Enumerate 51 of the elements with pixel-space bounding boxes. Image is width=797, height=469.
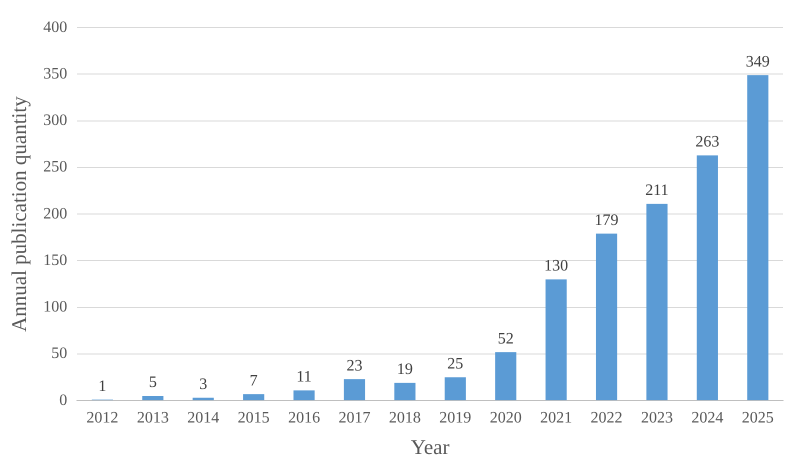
x-tick-label: 2023 xyxy=(640,409,673,426)
bar xyxy=(546,279,567,400)
x-tick-label: 2020 xyxy=(490,409,522,426)
x-tick-label: 2016 xyxy=(288,409,320,426)
data-label: 263 xyxy=(695,134,720,151)
x-tick-label: 2021 xyxy=(540,409,572,426)
x-tick-label: 2013 xyxy=(136,409,169,426)
data-label: 19 xyxy=(396,361,413,378)
data-label: 3 xyxy=(199,376,208,394)
data-label: 179 xyxy=(594,212,619,229)
y-tick-label: 300 xyxy=(43,112,68,130)
x-tick-label: 2017 xyxy=(338,409,370,426)
x-axis-title: Year xyxy=(410,434,450,459)
bar xyxy=(596,234,618,400)
x-tick-label: 2025 xyxy=(742,409,774,426)
data-label: 349 xyxy=(746,53,770,70)
data-label: 52 xyxy=(498,330,514,348)
y-tick-label: 200 xyxy=(43,205,68,222)
y-tick-label: 250 xyxy=(43,158,68,176)
data-label: 1 xyxy=(98,378,106,395)
data-label: 25 xyxy=(447,355,464,372)
bar xyxy=(696,155,718,400)
y-tick-label: 50 xyxy=(51,345,68,362)
bar xyxy=(394,382,416,400)
bar xyxy=(344,379,366,400)
x-tick-label: 2015 xyxy=(238,409,270,426)
bar xyxy=(293,390,315,400)
y-tick-label: 350 xyxy=(43,65,68,82)
bar xyxy=(444,377,466,400)
bar xyxy=(747,75,768,400)
bar xyxy=(243,394,264,400)
data-label: 23 xyxy=(346,357,362,374)
y-tick-label: 100 xyxy=(43,298,68,316)
data-label: 211 xyxy=(645,182,669,200)
x-tick-label: 2022 xyxy=(590,409,623,426)
data-label: 11 xyxy=(296,368,312,386)
y-tick-label: 400 xyxy=(43,18,68,36)
data-label: 7 xyxy=(250,372,258,390)
x-tick-label: 2024 xyxy=(691,409,724,426)
x-tick-label: 2019 xyxy=(439,409,472,426)
bar xyxy=(142,396,164,400)
data-label: 5 xyxy=(148,374,157,392)
x-tick-label: 2014 xyxy=(187,409,220,426)
data-label: 130 xyxy=(544,258,568,275)
bar xyxy=(495,352,516,400)
y-axis-title: Annual publication quantity xyxy=(7,96,32,332)
y-tick-label: 150 xyxy=(43,252,68,269)
bar xyxy=(646,204,668,400)
x-tick-label: 2012 xyxy=(86,409,118,426)
x-tick-label: 2018 xyxy=(388,409,421,426)
y-tick-label: 0 xyxy=(59,392,68,409)
